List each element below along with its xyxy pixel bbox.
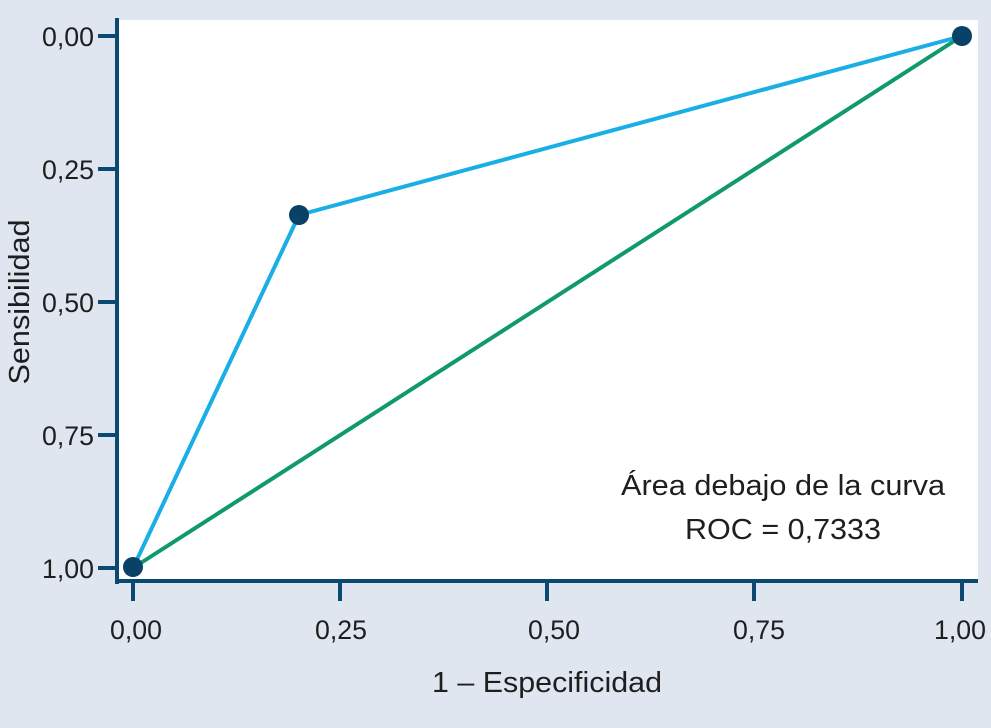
y-tick-label: 1,00	[42, 554, 94, 584]
y-tick-label: 0,75	[42, 421, 94, 451]
y-axis-title: Sensibilidad	[4, 220, 36, 385]
data-point-marker	[123, 557, 143, 577]
auc-annotation: Área debajo de la curva ROC = 0,7333	[621, 469, 946, 546]
y-tick-label: 0,50	[42, 288, 94, 318]
x-tick-label: 1,00	[934, 615, 986, 645]
x-axis-title: 1 – Especificidad	[432, 667, 662, 699]
annotation-line-1: Área debajo de la curva	[621, 469, 946, 502]
x-tick-label: 0,75	[733, 615, 785, 645]
reference-line	[131, 34, 964, 570]
y-tick-label: 0,25	[42, 155, 94, 185]
annotation-line-2: ROC = 0,7333	[685, 514, 881, 546]
y-axis: 0,00 0,25 0,50 0,75 1,00 Sensibilidad	[4, 18, 119, 584]
data-point-marker	[289, 205, 309, 225]
x-tick-label: 0,50	[528, 615, 580, 645]
x-tick-label: 0,25	[315, 615, 367, 645]
y-tick-label: 0,00	[42, 22, 94, 52]
data-point-marker	[952, 26, 972, 46]
x-axis: 0,00 0,25 0,50 0,75 1,00 1 – Especificid…	[110, 579, 986, 699]
x-tick-label: 0,00	[110, 615, 162, 645]
